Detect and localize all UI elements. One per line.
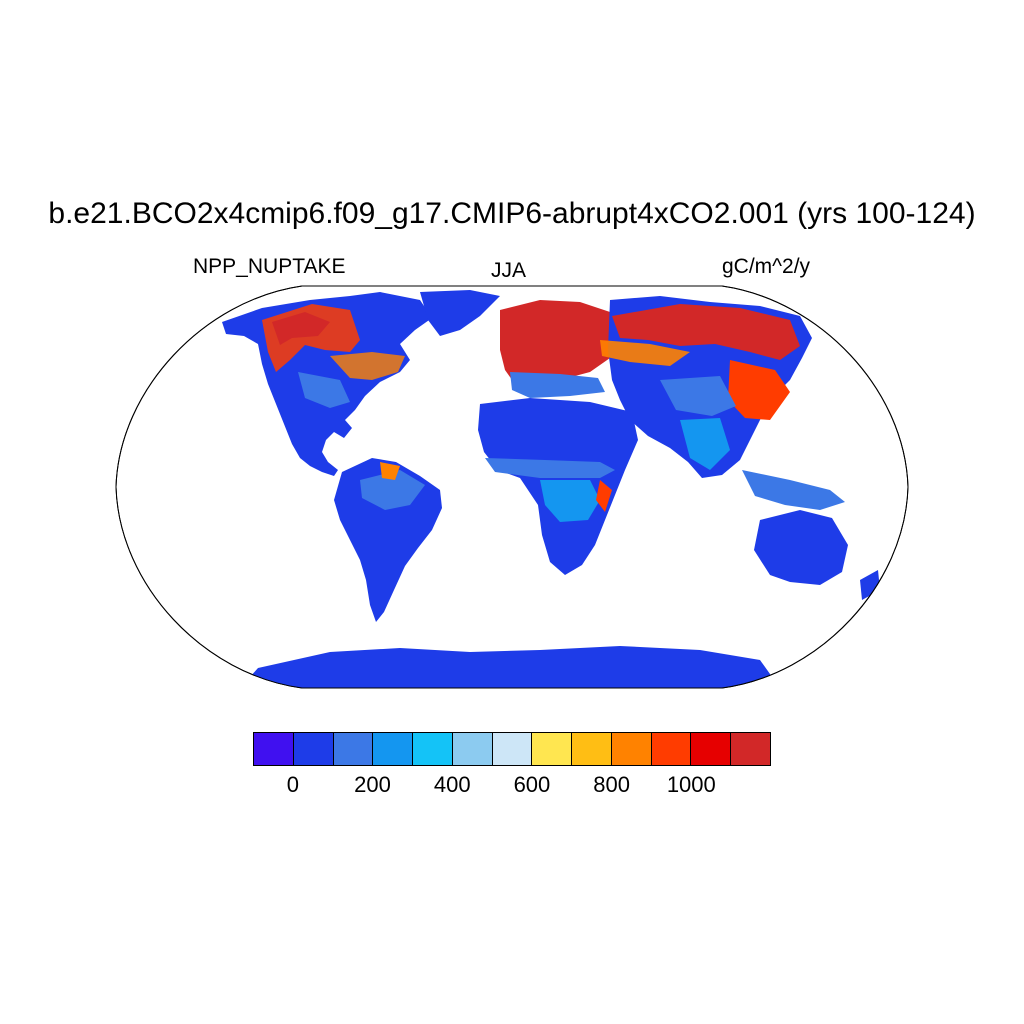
colorbar-box-1 (293, 733, 334, 765)
south-america-land (334, 458, 442, 622)
variable-name-label: NPP_NUPTAKE (193, 255, 346, 278)
central-asia-cool (660, 376, 736, 416)
europe-south (510, 372, 605, 398)
season-label: JJA (491, 259, 527, 282)
colorbar-box-2 (333, 733, 374, 765)
colorbar-box-9 (611, 733, 652, 765)
colorbar-tick-label: 800 (593, 772, 630, 797)
central-africa (540, 480, 600, 522)
units-label: gC/m^2/y (722, 255, 811, 278)
colorbar-box-5 (452, 733, 493, 765)
plot-title: b.e21.BCO2x4cmip6.f09_g17.CMIP6-abrupt4x… (48, 197, 976, 230)
colorbar-tick-label: 200 (354, 772, 391, 797)
sahel-band (485, 458, 615, 478)
colorbar-tick-label: 1000 (666, 772, 716, 797)
colorbar-box-12 (731, 733, 770, 765)
map-border (115, 285, 909, 689)
europe-land (500, 300, 620, 388)
land-layer (222, 290, 880, 688)
amazon-cool (360, 470, 425, 510)
colorbar-tick-label: 0 (286, 772, 299, 797)
colorbar-box-0 (254, 733, 294, 765)
indonesia-land (742, 470, 845, 510)
east-africa-hot (596, 480, 612, 512)
antarctica-land (240, 646, 780, 688)
east-asia-warm (728, 360, 790, 420)
colorbar-box-10 (651, 733, 692, 765)
siberia-warm (600, 340, 690, 366)
colorbar-box-3 (373, 733, 414, 765)
east-na-cool (298, 372, 350, 408)
east-na-warm (330, 352, 405, 380)
colorbar-box-11 (691, 733, 732, 765)
siberia-hot (612, 304, 800, 360)
colorbar-tick-label: 600 (513, 772, 551, 797)
south-asia (680, 418, 730, 470)
north-america-hot (272, 312, 330, 345)
greenland-land (420, 290, 500, 336)
colorbar-box-6 (492, 733, 533, 765)
colorbar-box-7 (532, 733, 573, 765)
colorbar (253, 732, 771, 766)
colorbar-tick-label: 400 (433, 772, 471, 797)
colorbar-box-4 (413, 733, 453, 765)
colorbar-box-8 (572, 733, 612, 765)
australia-land (754, 510, 848, 585)
amazon-warm (380, 462, 400, 480)
